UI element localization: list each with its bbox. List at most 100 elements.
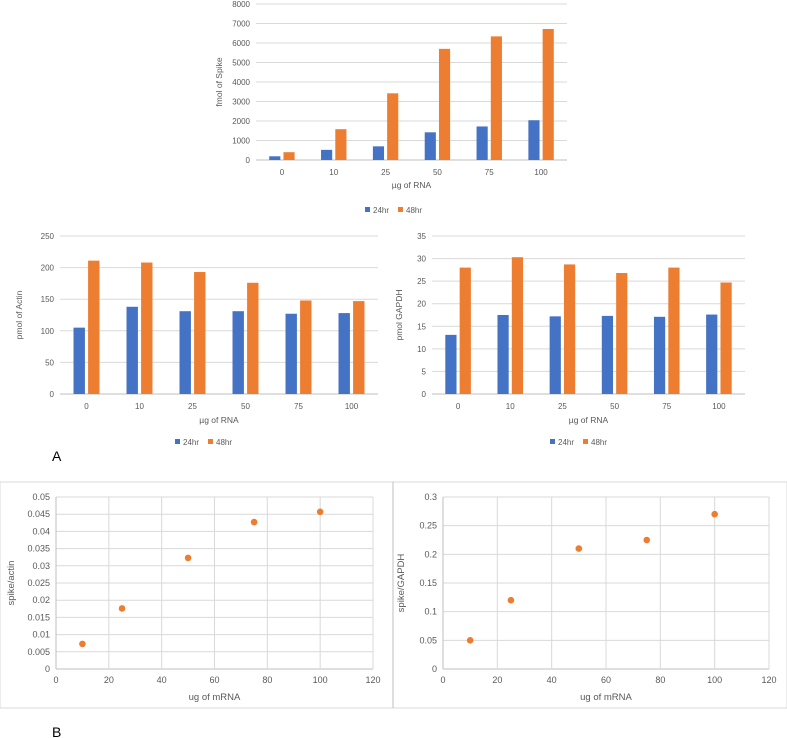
y-tick-label: 2000 xyxy=(232,117,250,126)
bar-24hr xyxy=(126,306,138,394)
y-tick-label: 7000 xyxy=(232,20,250,29)
x-tick-label: 80 xyxy=(262,675,272,685)
bar-24hr xyxy=(528,120,540,160)
bar-48hr xyxy=(88,260,100,394)
y-tick-label: 0.2 xyxy=(424,549,437,559)
bar-24hr xyxy=(653,316,666,394)
y-tick-label: 100 xyxy=(41,327,55,336)
data-point xyxy=(507,596,515,604)
bar-24hr xyxy=(445,334,457,394)
bar-48hr xyxy=(141,262,153,394)
y-tick-label: 0.05 xyxy=(32,492,50,502)
bar-48hr xyxy=(511,257,524,394)
bar-24hr xyxy=(372,146,385,160)
bar-48hr xyxy=(616,273,628,394)
bar-24hr xyxy=(424,132,436,160)
y-axis-title: pmol of Actin xyxy=(14,290,24,339)
legend-swatch-24hr xyxy=(550,439,555,444)
y-tick-label: 0.02 xyxy=(32,595,50,605)
x-tick-label: 120 xyxy=(365,675,380,685)
data-point xyxy=(316,508,324,516)
x-tick-label: 60 xyxy=(601,675,611,685)
x-tick-label: 40 xyxy=(547,675,557,685)
y-tick-label: 0.015 xyxy=(27,612,50,622)
bar-24hr xyxy=(73,327,85,394)
bar-48hr xyxy=(668,267,680,394)
gapdh-bar-chart: 0 5 10 15 20 25 30 35 0 10 25 50 75 100 µg of RNA pmol … xyxy=(394,232,745,447)
x-tick-label: 100 xyxy=(313,675,328,685)
legend-swatch-48hr xyxy=(398,207,403,212)
x-tick-label: 60 xyxy=(209,675,219,685)
y-tick-label: 4000 xyxy=(232,78,250,87)
data-point xyxy=(118,605,126,612)
bar-48hr xyxy=(438,48,451,160)
y-tick-label: 0.15 xyxy=(419,578,437,588)
bar-48hr xyxy=(335,129,347,160)
x-tick-label: 40 xyxy=(157,675,167,685)
legend-label-24hr: 24hr xyxy=(373,206,389,215)
bar-24hr xyxy=(549,316,561,394)
x-axis-title: ug of mRNA xyxy=(580,692,632,703)
x-tick-label: 0 xyxy=(280,168,285,177)
y-tick-label: 150 xyxy=(41,295,55,304)
y-tick-label: 0 xyxy=(422,390,427,399)
y-tick-label: 6000 xyxy=(232,39,250,48)
y-tick-label: 0.25 xyxy=(419,521,437,531)
x-tick-label: 100 xyxy=(707,675,722,685)
y-tick-label: 8000 xyxy=(232,0,250,9)
data-point xyxy=(250,518,258,526)
x-tick-label: 100 xyxy=(534,168,548,177)
legend-label-48hr: 48hr xyxy=(591,438,607,447)
x-axis-title: µg of RNA xyxy=(569,415,609,425)
spike-gapdh-scatter-chart: 0 0.05 0.1 0.15 0.2 0.25 0.3 0 20 40 60 80 100 120 ug … xyxy=(396,492,777,703)
x-tick-label: 0 xyxy=(440,675,445,685)
data-point xyxy=(466,637,474,644)
bar-24hr xyxy=(476,126,488,160)
x-tick-label: 100 xyxy=(345,402,359,411)
x-tick-label: 75 xyxy=(662,402,671,411)
x-axis-title: µg of RNA xyxy=(199,415,239,425)
spike-bar-chart: 0 1000 2000 3000 4000 5000 6000 7000 8000 0 10 25 50… xyxy=(214,0,567,215)
y-tick-label: 30 xyxy=(417,255,426,264)
x-tick-label: 75 xyxy=(485,168,494,177)
y-tick-label: 15 xyxy=(417,322,426,331)
x-tick-label: 25 xyxy=(558,402,567,411)
bar-24hr xyxy=(497,315,509,394)
bar-48hr xyxy=(459,267,471,394)
y-tick-label: 0 xyxy=(432,664,437,674)
bar-48hr xyxy=(563,264,576,394)
x-tick-label: 20 xyxy=(492,675,502,685)
legend-swatch-24hr xyxy=(175,439,180,444)
y-tick-label: 0.05 xyxy=(419,635,437,645)
legend-swatch-48hr xyxy=(583,439,588,444)
data-point xyxy=(79,640,86,648)
y-tick-label: 0.025 xyxy=(27,578,50,588)
x-axis-title: µg of RNA xyxy=(392,180,432,190)
data-point xyxy=(643,536,651,544)
y-tick-label: 0.1 xyxy=(424,607,437,617)
x-tick-label: 0 xyxy=(456,402,461,411)
y-axis-title: spike/GAPDH xyxy=(396,554,407,613)
bar-48hr xyxy=(353,301,365,394)
y-tick-label: 3000 xyxy=(232,98,250,107)
bar-48hr xyxy=(490,36,502,161)
x-tick-label: 75 xyxy=(294,402,303,411)
x-tick-label: 120 xyxy=(761,675,776,685)
bar-24hr xyxy=(232,311,244,394)
actin-bar-chart: 0 50 100 150 200 250 0 10 25 50 75 100 µg of RNA pmol… xyxy=(14,232,378,447)
x-tick-label: 10 xyxy=(135,402,144,411)
bar-48hr xyxy=(720,282,732,394)
data-point xyxy=(711,510,718,518)
y-tick-label: 0.03 xyxy=(32,561,50,571)
bar-24hr xyxy=(269,156,281,160)
y-tick-label: 200 xyxy=(41,264,55,273)
data-point xyxy=(184,554,192,562)
bar-24hr xyxy=(321,149,333,160)
legend-swatch-48hr xyxy=(208,439,213,444)
panel-label-a: A xyxy=(52,448,62,464)
y-tick-label: 0.045 xyxy=(27,509,50,519)
legend-swatch-24hr xyxy=(365,207,370,212)
y-tick-label: 35 xyxy=(417,232,426,241)
x-tick-label: 100 xyxy=(712,402,726,411)
